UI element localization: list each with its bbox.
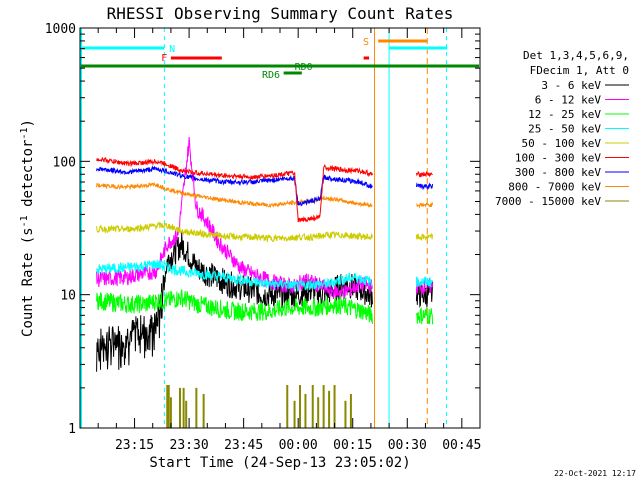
- series-line-12-25kev: [96, 289, 373, 325]
- series-line-300-800kev: [415, 182, 434, 191]
- legend-header-line-2: FDecim 1, Att 0: [530, 64, 629, 77]
- timestamp: 22-Oct-2021 12:17: [554, 469, 636, 478]
- legend-label: 6 - 12 keV: [535, 94, 602, 107]
- x-axis: 23:15 23:30 23:45 00:00 00:15 00:30 00:45: [97, 28, 481, 453]
- series-line-25-50kev: [96, 259, 373, 293]
- x-tick-label: 23:45: [224, 438, 263, 453]
- flag-label-f: F: [161, 53, 167, 64]
- y-tick-label: 100: [53, 155, 76, 170]
- y-axis: 1 10 100 1000: [45, 22, 480, 437]
- x-tick-label: 00:30: [388, 438, 427, 453]
- legend-label: 800 - 7000 keV: [508, 181, 601, 194]
- series-line-3-6kev: [96, 232, 373, 372]
- y-tick-label: 1: [68, 422, 76, 437]
- series-line-800-7000kev: [96, 181, 373, 209]
- series-line-300-800kev: [96, 165, 373, 207]
- x-tick-label: 00:45: [442, 438, 481, 453]
- series-line-800-7000kev: [416, 201, 434, 209]
- series-7000-15000-kev: [166, 385, 352, 428]
- x-tick-label: 00:00: [279, 438, 318, 453]
- plot-area: NF RD0 RD6 S: [80, 28, 479, 428]
- flag-label-s: S: [363, 37, 369, 48]
- legend-header-line-1: Det 1,3,4,5,6,9,: [523, 49, 629, 62]
- series-line-25-50kev: [415, 276, 434, 288]
- chart-title: RHESSI Observing Summary Count Rates: [107, 4, 454, 23]
- y-axis-label: Count Rate (s-1 detector-1): [19, 119, 37, 337]
- series-line-12-25kev: [415, 307, 434, 325]
- flag-label-rd0: RD0: [295, 62, 313, 73]
- chart-legend: Det 1,3,4,5,6,9, FDecim 1, Att 0 3 - 6 k…: [495, 49, 629, 208]
- x-tick-label: 00:15: [333, 438, 372, 453]
- x-axis-label: Start Time (24-Sep-13 23:05:02): [149, 455, 410, 471]
- legend-label: 7000 - 15000 keV: [495, 195, 601, 208]
- series-line-100-300kev: [415, 170, 433, 178]
- legend-label: 100 - 300 keV: [515, 152, 601, 165]
- flag-label-rd6: RD6: [262, 70, 280, 81]
- series-line-50-100kev: [415, 232, 434, 242]
- x-tick-label: 23:15: [115, 438, 154, 453]
- series-line-100-300kev: [96, 156, 373, 223]
- legend-label: 25 - 50 keV: [528, 123, 601, 136]
- series-line-50-100kev: [96, 221, 373, 243]
- y-tick-label: 10: [60, 289, 76, 304]
- legend-label: 12 - 25 keV: [528, 108, 601, 121]
- legend-label: 50 - 100 keV: [522, 137, 602, 150]
- x-tick-label: 23:30: [170, 438, 209, 453]
- flag-label-n: N: [169, 44, 175, 55]
- legend-label: 300 - 800 keV: [515, 166, 601, 179]
- y-tick-label: 1000: [45, 22, 76, 37]
- legend-label: 3 - 6 keV: [541, 79, 601, 92]
